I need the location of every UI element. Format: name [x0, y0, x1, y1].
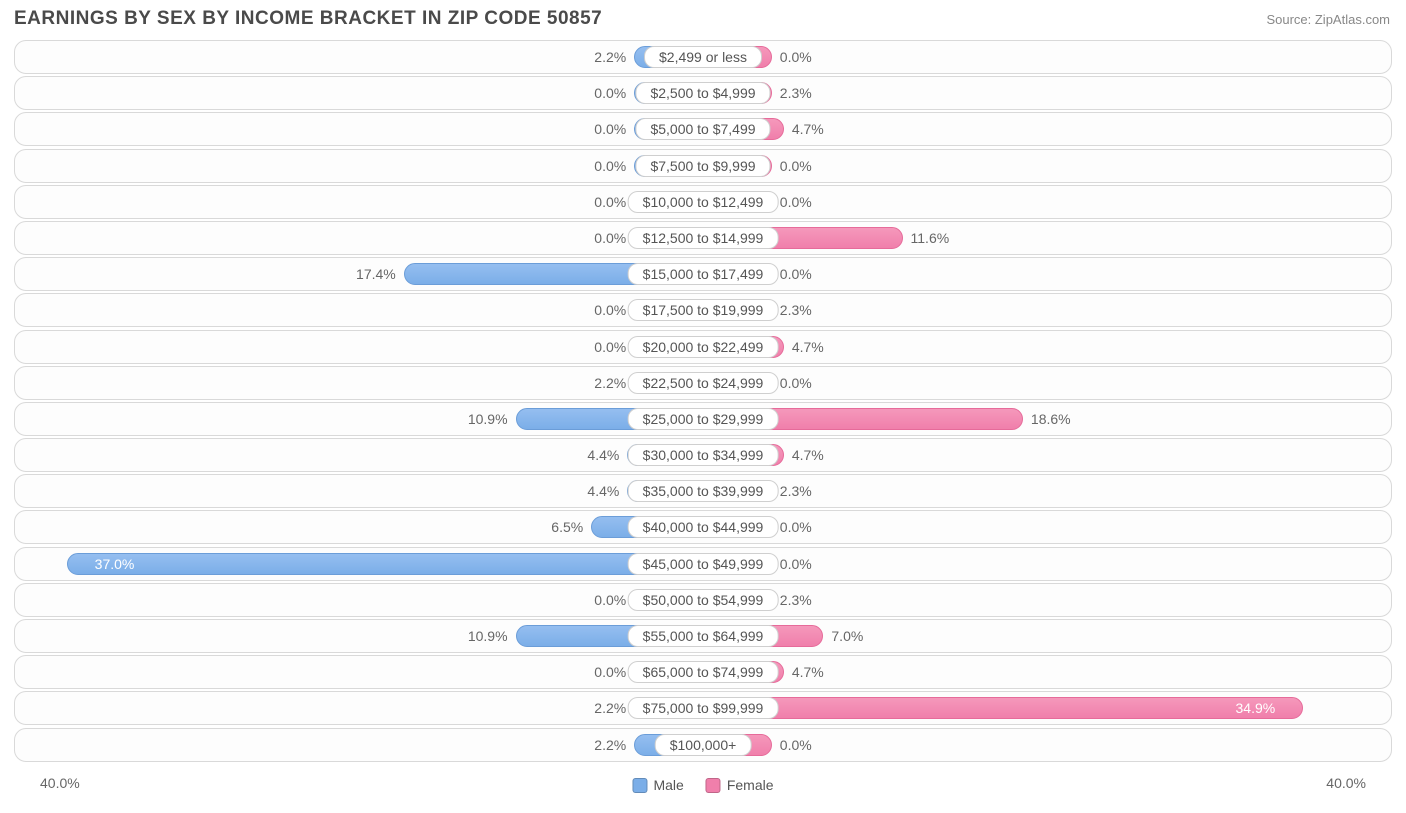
female-value: 0.0% [780, 519, 812, 535]
chart-row: 0.0% 0.0%$10,000 to $12,499 [14, 185, 1392, 219]
female-value: 4.7% [792, 447, 824, 463]
chart-row: 0.0% 11.6% $12,500 to $14,999 [14, 221, 1392, 255]
female-bar [703, 697, 1303, 719]
bracket-label: $55,000 to $64,999 [628, 625, 779, 647]
bracket-label: $25,000 to $29,999 [628, 408, 779, 430]
female-value: 34.9% [1236, 700, 1276, 716]
male-value: 4.4% [587, 483, 619, 499]
bracket-label: $50,000 to $54,999 [628, 589, 779, 611]
male-value: 37.0% [95, 556, 135, 572]
female-value: 0.0% [780, 266, 812, 282]
chart-row: 0.0% 2.3%$50,000 to $54,999 [14, 583, 1392, 617]
bracket-label: $100,000+ [655, 734, 752, 756]
legend: Male Female [632, 777, 773, 793]
female-value: 0.0% [780, 158, 812, 174]
male-value: 2.2% [594, 700, 626, 716]
male-value: 10.9% [468, 411, 508, 427]
chart-row: 0.0% 4.7% $5,000 to $7,499 [14, 112, 1392, 146]
chart-row: 0.0% 2.3% $2,500 to $4,999 [14, 76, 1392, 110]
male-value: 0.0% [594, 158, 626, 174]
diverging-bar-chart: 2.2% 0.0% $2,499 or less 0.0% 2.3% $2,500 to … [14, 40, 1392, 765]
chart-row: 0.0% 0.0% $7,500 to $9,999 [14, 149, 1392, 183]
female-value: 7.0% [831, 628, 863, 644]
female-value: 4.7% [792, 339, 824, 355]
chart-row: 2.2% 0.0% $100,000+ [14, 728, 1392, 762]
chart-row: 10.9% 7.0% $55,000 to $64,999 [14, 619, 1392, 653]
bracket-label: $2,499 or less [644, 46, 762, 68]
female-value: 0.0% [780, 194, 812, 210]
chart-row: 0.0% 2.3%$17,500 to $19,999 [14, 293, 1392, 327]
legend-male: Male [632, 777, 683, 793]
bracket-label: $15,000 to $17,499 [628, 263, 779, 285]
male-value: 4.4% [587, 447, 619, 463]
male-value: 10.9% [468, 628, 508, 644]
bracket-label: $17,500 to $19,999 [628, 299, 779, 321]
female-value: 2.3% [780, 483, 812, 499]
male-value: 17.4% [356, 266, 396, 282]
female-value: 2.3% [780, 302, 812, 318]
male-value: 0.0% [594, 592, 626, 608]
bracket-label: $45,000 to $49,999 [628, 553, 779, 575]
male-value: 0.0% [594, 339, 626, 355]
bracket-label: $35,000 to $39,999 [628, 480, 779, 502]
axis-max-right: 40.0% [1326, 775, 1366, 791]
bracket-label: $30,000 to $34,999 [628, 444, 779, 466]
male-value: 0.0% [594, 664, 626, 680]
chart-title: EARNINGS BY SEX BY INCOME BRACKET IN ZIP… [14, 8, 602, 30]
chart-row: 4.4% 2.3%$35,000 to $39,999 [14, 474, 1392, 508]
legend-male-label: Male [653, 777, 683, 793]
chart-row: 0.0% 4.7% $20,000 to $22,499 [14, 330, 1392, 364]
source-attribution: Source: ZipAtlas.com [1266, 12, 1390, 27]
chart-row: 2.2% 0.0% $2,499 or less [14, 40, 1392, 74]
male-value: 0.0% [594, 230, 626, 246]
female-swatch [706, 778, 721, 793]
chart-row: 4.4% 4.7% $30,000 to $34,999 [14, 438, 1392, 472]
bracket-label: $20,000 to $22,499 [628, 336, 779, 358]
chart-row: 2.2% 34.9% $75,000 to $99,999 [14, 691, 1392, 725]
female-value: 2.3% [780, 592, 812, 608]
bracket-label: $10,000 to $12,499 [628, 191, 779, 213]
female-value: 0.0% [780, 49, 812, 65]
chart-row: 0.0% 4.7% $65,000 to $74,999 [14, 655, 1392, 689]
female-value: 2.3% [780, 85, 812, 101]
male-value: 2.2% [594, 737, 626, 753]
male-value: 2.2% [594, 375, 626, 391]
male-value: 0.0% [594, 194, 626, 210]
female-value: 4.7% [792, 121, 824, 137]
chart-row: 6.5% 0.0%$40,000 to $44,999 [14, 510, 1392, 544]
female-value: 4.7% [792, 664, 824, 680]
bracket-label: $40,000 to $44,999 [628, 516, 779, 538]
male-swatch [632, 778, 647, 793]
female-value: 11.6% [911, 230, 950, 246]
bracket-label: $12,500 to $14,999 [628, 227, 779, 249]
male-value: 0.0% [594, 85, 626, 101]
chart-row: 37.0% 0.0%$45,000 to $49,999 [14, 547, 1392, 581]
bracket-label: $5,000 to $7,499 [635, 118, 770, 140]
bracket-label: $22,500 to $24,999 [628, 372, 779, 394]
chart-row: 2.2% 0.0%$22,500 to $24,999 [14, 366, 1392, 400]
bracket-label: $75,000 to $99,999 [628, 697, 779, 719]
male-value: 0.0% [594, 302, 626, 318]
bracket-label: $65,000 to $74,999 [628, 661, 779, 683]
legend-female-label: Female [727, 777, 774, 793]
male-value: 6.5% [551, 519, 583, 535]
male-value: 2.2% [594, 49, 626, 65]
female-value: 0.0% [780, 737, 812, 753]
male-bar [67, 553, 703, 575]
chart-row: 10.9% 18.6% $25,000 to $29,999 [14, 402, 1392, 436]
bracket-label: $2,500 to $4,999 [635, 82, 770, 104]
female-value: 18.6% [1031, 411, 1071, 427]
female-value: 0.0% [780, 375, 812, 391]
male-value: 0.0% [594, 121, 626, 137]
chart-row: 17.4% 0.0%$15,000 to $17,499 [14, 257, 1392, 291]
legend-female: Female [706, 777, 774, 793]
axis-max-left: 40.0% [40, 775, 80, 791]
female-value: 0.0% [780, 556, 812, 572]
bracket-label: $7,500 to $9,999 [635, 155, 770, 177]
